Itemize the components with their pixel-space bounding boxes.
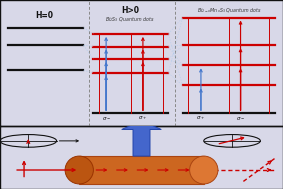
- Text: $Bi_{2-x}Mn_xS_3$ Quantum dots: $Bi_{2-x}Mn_xS_3$ Quantum dots: [197, 6, 261, 15]
- Text: $\sigma_-$: $\sigma_-$: [102, 116, 111, 122]
- Text: $\sigma_+$: $\sigma_+$: [196, 114, 205, 122]
- FancyArrow shape: [122, 121, 161, 156]
- Text: H=0: H=0: [35, 11, 53, 20]
- Text: H>0: H>0: [121, 6, 139, 15]
- Ellipse shape: [65, 156, 93, 184]
- Text: $\sigma_+$: $\sigma_+$: [138, 114, 147, 122]
- Text: $Bi_2S_3$ Quantum dots: $Bi_2S_3$ Quantum dots: [106, 15, 155, 24]
- Ellipse shape: [190, 156, 218, 184]
- FancyBboxPatch shape: [79, 156, 204, 184]
- Text: $\sigma_-$: $\sigma_-$: [236, 116, 245, 122]
